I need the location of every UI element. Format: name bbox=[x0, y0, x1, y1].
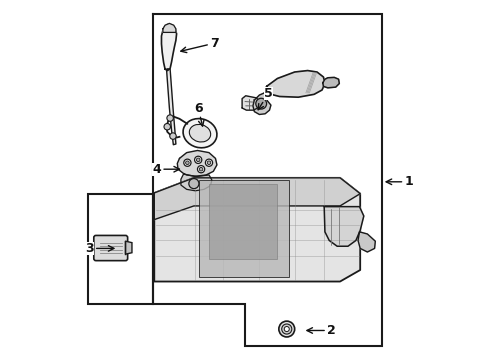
Polygon shape bbox=[177, 150, 217, 176]
Text: 7: 7 bbox=[181, 37, 219, 53]
Polygon shape bbox=[154, 178, 360, 220]
Circle shape bbox=[199, 167, 203, 171]
Circle shape bbox=[189, 179, 199, 189]
Circle shape bbox=[195, 156, 202, 163]
Polygon shape bbox=[125, 241, 132, 254]
Polygon shape bbox=[265, 71, 325, 97]
Polygon shape bbox=[163, 23, 176, 32]
Polygon shape bbox=[324, 207, 364, 246]
Circle shape bbox=[279, 321, 294, 337]
Circle shape bbox=[207, 161, 211, 165]
Circle shape bbox=[170, 133, 176, 139]
Polygon shape bbox=[253, 93, 271, 114]
Text: 2: 2 bbox=[307, 324, 336, 337]
Circle shape bbox=[282, 324, 292, 334]
Circle shape bbox=[284, 327, 289, 332]
Text: 6: 6 bbox=[194, 102, 204, 126]
Circle shape bbox=[197, 166, 205, 173]
Polygon shape bbox=[209, 184, 277, 259]
Polygon shape bbox=[167, 69, 176, 145]
Circle shape bbox=[186, 161, 189, 165]
Circle shape bbox=[184, 159, 191, 166]
Text: 1: 1 bbox=[386, 175, 413, 188]
Circle shape bbox=[167, 115, 173, 121]
Polygon shape bbox=[323, 77, 339, 88]
Circle shape bbox=[196, 158, 200, 162]
Polygon shape bbox=[242, 96, 259, 110]
Circle shape bbox=[205, 159, 213, 166]
Polygon shape bbox=[358, 232, 375, 252]
FancyBboxPatch shape bbox=[94, 235, 127, 261]
Circle shape bbox=[164, 123, 171, 130]
Ellipse shape bbox=[183, 118, 217, 148]
Ellipse shape bbox=[189, 125, 211, 142]
Polygon shape bbox=[199, 180, 289, 277]
Text: 3: 3 bbox=[85, 242, 114, 255]
Polygon shape bbox=[162, 24, 176, 71]
Text: 5: 5 bbox=[258, 87, 273, 110]
Text: 4: 4 bbox=[152, 163, 179, 176]
Polygon shape bbox=[154, 178, 360, 282]
Polygon shape bbox=[181, 174, 212, 191]
Circle shape bbox=[256, 98, 267, 109]
